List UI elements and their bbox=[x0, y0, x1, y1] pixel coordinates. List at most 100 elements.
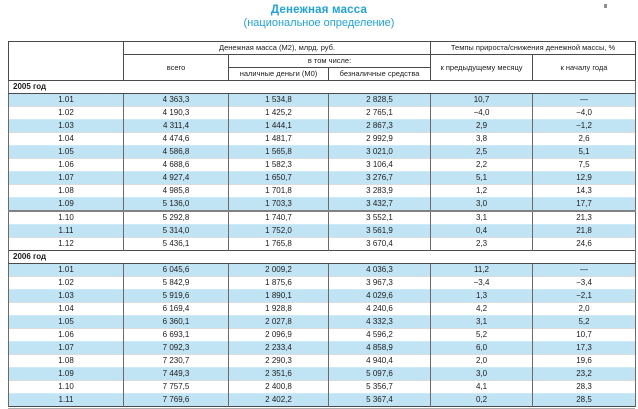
value-cell: −2,1 bbox=[532, 289, 637, 303]
value-cell: 2 765,1 bbox=[327, 106, 432, 120]
table-row: 1.08 4 985,8 1 701,8 3 283,9 1,2 14,3 bbox=[8, 184, 637, 198]
value-cell: 5 314,0 bbox=[123, 224, 229, 238]
value-cell: 10,7 bbox=[532, 328, 637, 342]
header-row-groups: Денежная масса (М2), млрд. руб. Темпы пр… bbox=[8, 41, 637, 81]
section-label: 2006 год bbox=[7, 250, 637, 264]
value-cell: 0,2 bbox=[430, 393, 534, 407]
date-cell: 1.05 bbox=[8, 315, 124, 329]
value-cell: 3 967,3 bbox=[327, 276, 432, 290]
section-row: 2005 год bbox=[7, 80, 637, 94]
value-cell: 4 927,4 bbox=[123, 171, 229, 185]
table-row: 1.11 5 314,0 1 752,0 3 561,9 0,4 21,8 bbox=[8, 224, 637, 238]
value-cell: 5 919,6 bbox=[123, 289, 229, 303]
value-cell: 0,4 bbox=[430, 224, 534, 238]
table-row: 1.04 6 169,4 1 928,8 4 240,6 4,2 2,0 bbox=[8, 302, 637, 316]
value-cell: 28,3 bbox=[532, 380, 637, 394]
value-cell: 3 276,7 bbox=[327, 171, 432, 185]
value-cell: 6,0 bbox=[430, 341, 534, 355]
value-cell: 4 363,3 bbox=[123, 93, 229, 107]
value-cell: 4 240,6 bbox=[327, 302, 432, 316]
value-cell: −1,2 bbox=[532, 119, 637, 133]
value-cell: 4 474,6 bbox=[123, 132, 229, 146]
value-cell: 7 092,3 bbox=[123, 341, 229, 355]
value-cell: 2,6 bbox=[532, 132, 637, 146]
value-cell: 6 360,1 bbox=[123, 315, 229, 329]
value-cell: 5,1 bbox=[532, 145, 637, 159]
value-cell: 7,5 bbox=[532, 158, 637, 172]
date-cell: 1.04 bbox=[8, 132, 124, 146]
value-cell: 2 828,5 bbox=[327, 93, 432, 107]
value-cell: 2 402,2 bbox=[228, 393, 329, 407]
date-cell: 1.03 bbox=[8, 289, 124, 303]
rates-group-header: Темпы прироста/снижения денежной массы, … bbox=[430, 41, 637, 55]
value-cell: 7 769,6 bbox=[123, 393, 229, 407]
value-cell: 19,6 bbox=[532, 354, 637, 368]
value-cell: 5 842,9 bbox=[123, 276, 229, 290]
value-cell: 23,2 bbox=[532, 367, 637, 381]
value-cell: 10,7 bbox=[430, 93, 534, 107]
date-cell: 1.11 bbox=[8, 393, 124, 407]
table-body: 2005 год 1.01 4 363,3 1 534,8 2 828,5 10,7—1.… bbox=[7, 80, 637, 407]
date-cell: 1.09 bbox=[8, 197, 124, 211]
value-cell: 4 985,8 bbox=[123, 184, 229, 198]
value-cell: — bbox=[532, 263, 637, 277]
value-cell: 14,3 bbox=[532, 184, 637, 198]
table-row: 1.01 6 045,6 2 009,2 4 036,3 11,2— bbox=[8, 263, 637, 277]
value-cell: 17,3 bbox=[532, 341, 637, 355]
table-row: 1.06 4 688,6 1 582,3 3 106,4 2,2 7,5 bbox=[8, 158, 637, 172]
value-cell: 5 356,7 bbox=[327, 380, 432, 394]
value-cell: 3 283,9 bbox=[327, 184, 432, 198]
date-cell: 1.09 bbox=[8, 367, 124, 381]
value-cell: 4 586,8 bbox=[123, 145, 229, 159]
value-cell: 2,0 bbox=[532, 302, 637, 316]
value-cell: 7 230,7 bbox=[123, 354, 229, 368]
date-cell: 1.06 bbox=[8, 328, 124, 342]
value-cell: −4,0 bbox=[430, 106, 534, 120]
value-cell: 17,7 bbox=[532, 197, 637, 211]
value-cell: 4 596,2 bbox=[327, 328, 432, 342]
value-cell: 1 582,3 bbox=[228, 158, 329, 172]
value-cell: 21,3 bbox=[532, 210, 637, 225]
value-cell: 4 036,3 bbox=[327, 263, 432, 277]
value-cell: 1 752,0 bbox=[228, 224, 329, 238]
table-row: 1.04 4 474,6 1 481,7 2 992,9 3,8 2,6 bbox=[8, 132, 637, 146]
value-cell: 2,2 bbox=[430, 158, 534, 172]
value-cell: 4 311,4 bbox=[123, 119, 229, 133]
table-row: 1.11 7 769,6 2 402,2 5 367,4 0,2 28,5 bbox=[8, 393, 637, 407]
value-cell: 3 432,7 bbox=[327, 197, 432, 211]
date-cell: 1.01 bbox=[8, 263, 124, 277]
value-cell: 4 940,4 bbox=[327, 354, 432, 368]
value-cell: 2,9 bbox=[430, 119, 534, 133]
date-cell: 1.08 bbox=[8, 354, 124, 368]
table-row: 1.09 7 449,3 2 351,6 5 097,6 3,0 23,2 bbox=[8, 367, 637, 381]
value-cell: 4 688,6 bbox=[123, 158, 229, 172]
date-cell: 1.11 bbox=[8, 224, 124, 238]
value-cell: 5 436,1 bbox=[123, 237, 229, 251]
value-cell: 2,0 bbox=[430, 354, 534, 368]
value-cell: 3 106,4 bbox=[327, 158, 432, 172]
table-row: 1.06 6 693,1 2 096,9 4 596,2 5,2 10,7 bbox=[8, 328, 637, 342]
value-cell: −3,4 bbox=[532, 276, 637, 290]
date-cell: 1.10 bbox=[8, 210, 124, 225]
value-cell: 3 670,4 bbox=[327, 237, 432, 251]
value-cell: 7 449,3 bbox=[123, 367, 229, 381]
table-row: 1.01 4 363,3 1 534,8 2 828,5 10,7— bbox=[8, 93, 637, 107]
value-cell: 2 009,2 bbox=[228, 263, 329, 277]
cash-m0-header: наличные деньги (М0) bbox=[228, 67, 329, 81]
money-supply-table: Денежная масса (М2), млрд. руб. Темпы пр… bbox=[7, 41, 637, 407]
date-cell: 1.07 bbox=[8, 341, 124, 355]
value-cell: 5,1 bbox=[430, 171, 534, 185]
value-cell: 2 992,9 bbox=[327, 132, 432, 146]
value-cell: 4 332,3 bbox=[327, 315, 432, 329]
date-cell: 1.08 bbox=[8, 184, 124, 198]
date-cell: 1.07 bbox=[8, 171, 124, 185]
value-cell: 1 765,8 bbox=[228, 237, 329, 251]
value-cell: −3,4 bbox=[430, 276, 534, 290]
table-row: 1.03 5 919,6 1 890,1 4 029,6 1,3 −2,1 bbox=[8, 289, 637, 303]
header-row-sub: всего в том числе: к предыдущему месяцу … bbox=[9, 54, 637, 81]
table-row: 1.05 4 586,8 1 565,8 3 021,0 2,5 5,1 bbox=[8, 145, 637, 159]
value-cell: 5 292,8 bbox=[123, 210, 229, 225]
value-cell: 3,0 bbox=[430, 367, 534, 381]
value-cell: 5,2 bbox=[430, 328, 534, 342]
table-row: 1.02 4 190,3 1 425,2 2 765,1 −4,0 −4,0 bbox=[8, 106, 637, 120]
